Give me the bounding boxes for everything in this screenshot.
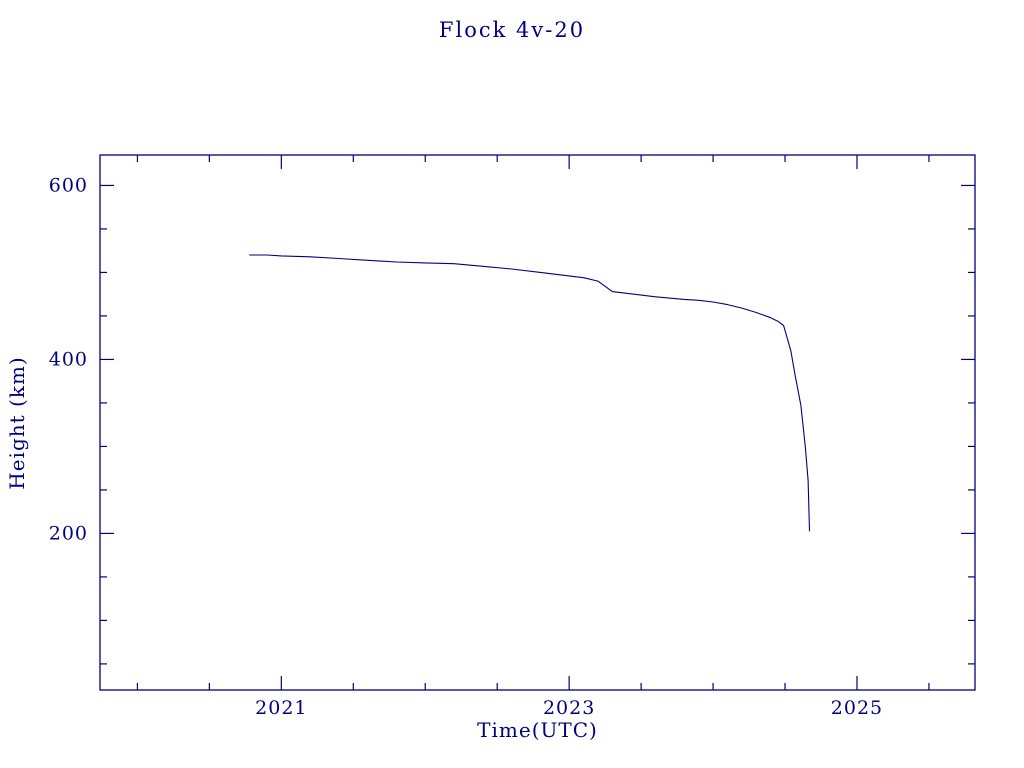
- x-tick-label: 2025: [831, 697, 883, 719]
- x-tick-label: 2021: [255, 697, 307, 719]
- x-axis-label: Time(UTC): [477, 718, 598, 742]
- y-tick-label: 200: [49, 522, 88, 544]
- chart-title: Flock 4v-20: [438, 18, 586, 42]
- height-curve: [249, 254, 811, 532]
- x-tick-label: 2023: [543, 697, 595, 719]
- y-axis-label: Height (km): [5, 356, 29, 490]
- y-tick-label: 600: [49, 174, 88, 196]
- plot-frame: [99, 154, 976, 691]
- y-tick-label: 400: [49, 348, 88, 370]
